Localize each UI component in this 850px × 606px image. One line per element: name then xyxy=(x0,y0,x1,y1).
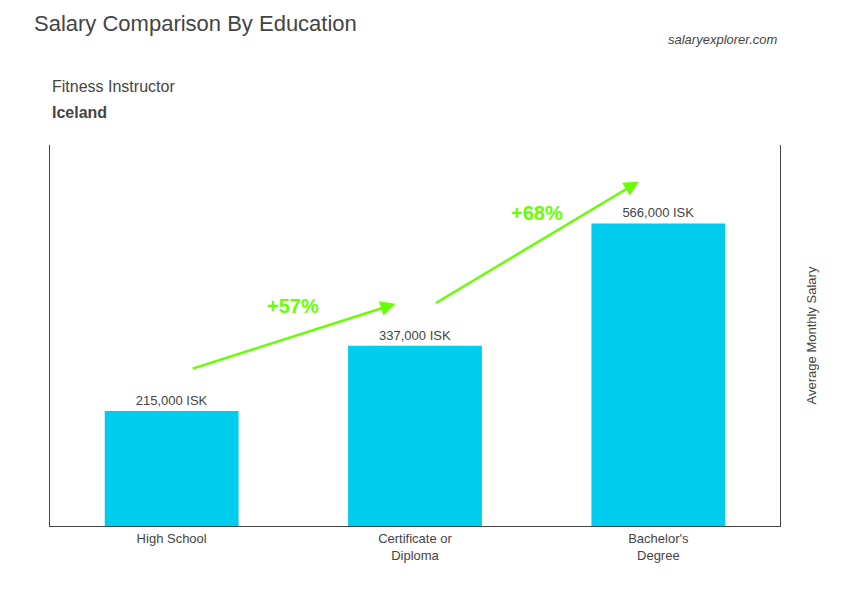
svg-text:Salary Comparison By Education: Salary Comparison By Education xyxy=(34,11,357,36)
svg-text:+57%: +57% xyxy=(267,295,319,317)
svg-text:215,000 ISK: 215,000 ISK xyxy=(136,393,208,408)
svg-text:Average Monthly Salary: Average Monthly Salary xyxy=(804,266,819,404)
svg-text:566,000 ISK: 566,000 ISK xyxy=(622,205,694,220)
svg-text:Bachelor'sDegree: Bachelor'sDegree xyxy=(628,531,689,563)
svg-text:337,000 ISK: 337,000 ISK xyxy=(379,328,451,343)
svg-text:+68%: +68% xyxy=(511,202,563,224)
svg-text:Fitness Instructor: Fitness Instructor xyxy=(52,78,175,95)
svg-text:salaryexplorer.com: salaryexplorer.com xyxy=(668,32,778,47)
svg-text:High School: High School xyxy=(137,531,207,546)
svg-text:Certificate orDiploma: Certificate orDiploma xyxy=(378,531,452,563)
svg-text:Iceland: Iceland xyxy=(52,104,107,121)
